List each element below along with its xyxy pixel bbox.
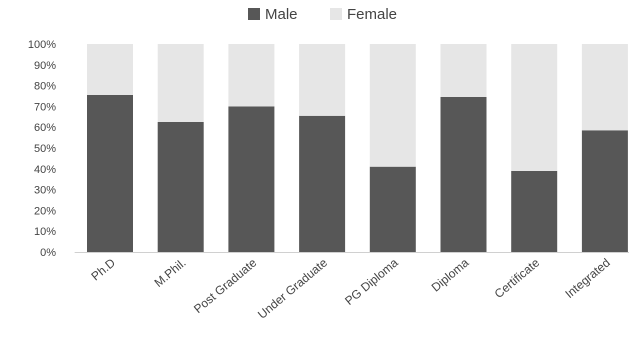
bar-male bbox=[299, 115, 346, 252]
x-tick-label: Post Graduate bbox=[191, 255, 260, 316]
y-tick-label: 30% bbox=[34, 185, 56, 197]
bar-male bbox=[157, 122, 204, 252]
x-tick-label: Integrated bbox=[562, 256, 612, 301]
bar-female bbox=[369, 44, 416, 167]
y-tick-label: 40% bbox=[34, 164, 56, 176]
bar-male bbox=[581, 130, 628, 252]
legend-label-female: Female bbox=[347, 6, 397, 23]
bar-male bbox=[87, 95, 133, 252]
x-tick-label: PG Diploma bbox=[342, 255, 401, 308]
bar-female bbox=[157, 44, 204, 122]
legend: Male Female bbox=[248, 6, 397, 23]
bar-female bbox=[299, 44, 346, 116]
bar-female bbox=[581, 44, 628, 131]
y-axis: 0% 10% 20% 30% 40% 50% 60% 70% 80% 90% 100% bbox=[28, 39, 56, 259]
bar-female bbox=[511, 44, 558, 171]
legend-swatch-female bbox=[330, 8, 342, 20]
legend-swatch-male bbox=[248, 8, 260, 20]
y-tick-label: 10% bbox=[34, 226, 56, 238]
bar-male bbox=[440, 97, 487, 252]
x-tick-label: Ph.D bbox=[88, 255, 118, 283]
bar-female bbox=[87, 44, 133, 95]
y-tick-label: 60% bbox=[34, 122, 56, 134]
y-tick-label: 20% bbox=[34, 205, 56, 217]
bars bbox=[87, 44, 628, 253]
y-tick-label: 80% bbox=[34, 81, 56, 93]
bar-female bbox=[228, 44, 275, 107]
y-tick-label: 70% bbox=[34, 101, 56, 113]
x-tick-label: Diploma bbox=[429, 255, 472, 294]
x-tick-label: Certificate bbox=[492, 255, 543, 301]
bar-female bbox=[440, 44, 487, 97]
bar-male bbox=[369, 166, 416, 252]
legend-label-male: Male bbox=[265, 6, 298, 23]
x-tick-label: Under Graduate bbox=[255, 255, 330, 321]
y-tick-label: 0% bbox=[40, 247, 56, 259]
y-tick-label: 90% bbox=[34, 60, 56, 72]
y-tick-label: 50% bbox=[34, 143, 56, 155]
x-tick-label: M.Phil. bbox=[152, 256, 189, 290]
bar-male bbox=[511, 170, 558, 252]
bar-male bbox=[228, 106, 275, 253]
y-tick-label: 100% bbox=[28, 39, 56, 51]
